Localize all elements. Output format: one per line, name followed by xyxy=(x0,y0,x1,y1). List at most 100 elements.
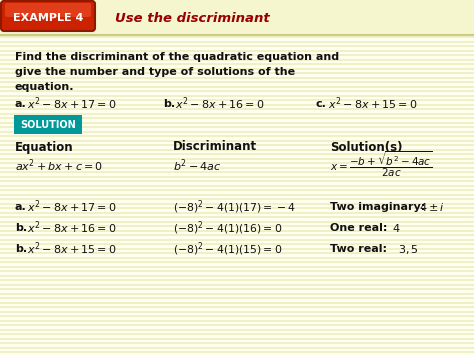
Bar xyxy=(0,135,474,137)
Bar xyxy=(0,297,474,299)
Text: EXAMPLE 4: EXAMPLE 4 xyxy=(13,13,83,23)
Bar xyxy=(0,266,474,268)
Bar xyxy=(0,257,474,259)
Bar xyxy=(0,346,474,349)
Text: c.: c. xyxy=(316,99,327,109)
Text: Find the discriminant of the quadratic equation and: Find the discriminant of the quadratic e… xyxy=(15,52,339,62)
Bar xyxy=(0,189,474,191)
Bar xyxy=(0,225,474,227)
Bar xyxy=(0,207,474,209)
Text: Two real:: Two real: xyxy=(330,244,387,254)
Text: give the number and type of solutions of the: give the number and type of solutions of… xyxy=(15,67,295,77)
Bar xyxy=(0,229,474,232)
Bar xyxy=(0,140,474,142)
Bar xyxy=(0,274,474,277)
Text: $4$: $4$ xyxy=(392,222,401,234)
Bar xyxy=(0,234,474,236)
Bar xyxy=(0,0,474,35)
Text: $x^2 - 8x + 15 = 0$: $x^2 - 8x + 15 = 0$ xyxy=(27,241,117,257)
Bar xyxy=(0,175,474,178)
Text: $x = \dfrac{-b + \sqrt{b^2 - 4ac}}{2ac}$: $x = \dfrac{-b + \sqrt{b^2 - 4ac}}{2ac}$ xyxy=(330,149,433,179)
Bar xyxy=(0,113,474,115)
Text: $3,5$: $3,5$ xyxy=(398,242,419,256)
Text: Solution(s): Solution(s) xyxy=(330,141,402,153)
Bar xyxy=(0,126,474,128)
Bar xyxy=(0,311,474,313)
Bar xyxy=(0,338,474,340)
Bar xyxy=(0,212,474,214)
Bar xyxy=(0,104,474,106)
Bar xyxy=(0,22,474,25)
Bar xyxy=(0,54,474,56)
Text: $ax^2 + bx + c = 0$: $ax^2 + bx + c = 0$ xyxy=(15,158,103,174)
Bar xyxy=(0,72,474,74)
Bar xyxy=(0,32,474,34)
Bar xyxy=(0,270,474,272)
Bar xyxy=(0,261,474,263)
Bar xyxy=(0,279,474,281)
Bar xyxy=(0,198,474,200)
Bar xyxy=(0,180,474,182)
Text: $x^2 - 8x + 16 = 0$: $x^2 - 8x + 16 = 0$ xyxy=(27,220,117,236)
Bar xyxy=(0,158,474,160)
Text: $x^2 - 8x + 16 = 0$: $x^2 - 8x + 16 = 0$ xyxy=(175,96,264,112)
Text: Discriminant: Discriminant xyxy=(173,141,257,153)
Bar xyxy=(0,315,474,317)
Text: a.: a. xyxy=(15,202,27,212)
Bar xyxy=(0,40,474,43)
Text: $(-8)^2 - 4(1)(16) = 0$: $(-8)^2 - 4(1)(16) = 0$ xyxy=(173,219,283,237)
Text: Use the discriminant: Use the discriminant xyxy=(115,11,270,24)
Bar xyxy=(0,324,474,326)
Text: Equation: Equation xyxy=(15,141,73,153)
Text: $x^2 - 8x + 17 = 0$: $x^2 - 8x + 17 = 0$ xyxy=(27,199,117,215)
Bar xyxy=(0,193,474,196)
Bar xyxy=(0,76,474,79)
Bar xyxy=(0,45,474,47)
Bar xyxy=(0,153,474,155)
Text: Two imaginary:: Two imaginary: xyxy=(330,202,425,212)
Text: $(-8)^2 - 4(1)(15) = 0$: $(-8)^2 - 4(1)(15) = 0$ xyxy=(173,240,283,258)
Bar xyxy=(0,202,474,205)
Bar xyxy=(0,63,474,65)
Bar xyxy=(0,86,474,88)
Text: $x^2 - 8x + 15 = 0$: $x^2 - 8x + 15 = 0$ xyxy=(328,96,418,112)
Bar xyxy=(0,90,474,92)
Bar xyxy=(0,27,474,29)
Bar xyxy=(0,49,474,52)
Bar xyxy=(0,117,474,119)
Text: b.: b. xyxy=(163,99,175,109)
Bar xyxy=(0,301,474,304)
Bar xyxy=(0,94,474,97)
Bar xyxy=(0,333,474,335)
Bar xyxy=(0,243,474,245)
Bar xyxy=(0,36,474,38)
Bar xyxy=(0,284,474,286)
Bar xyxy=(0,320,474,322)
Bar xyxy=(0,13,474,16)
Bar xyxy=(0,252,474,254)
Bar xyxy=(0,216,474,218)
Bar xyxy=(0,18,474,20)
FancyBboxPatch shape xyxy=(14,115,82,134)
Text: One real:: One real: xyxy=(330,223,387,233)
Bar xyxy=(0,67,474,70)
Bar xyxy=(0,306,474,308)
Bar xyxy=(0,185,474,187)
Text: $(-8)^2 - 4(1)(17) = -4$: $(-8)^2 - 4(1)(17) = -4$ xyxy=(173,198,296,216)
Bar xyxy=(0,131,474,133)
Bar xyxy=(0,220,474,223)
Text: a.: a. xyxy=(15,99,27,109)
Bar xyxy=(0,148,474,151)
Bar xyxy=(0,144,474,146)
Bar xyxy=(0,328,474,331)
Text: SOLUTION: SOLUTION xyxy=(20,120,76,130)
Bar xyxy=(0,108,474,110)
FancyBboxPatch shape xyxy=(1,1,95,31)
FancyBboxPatch shape xyxy=(5,3,91,17)
Bar xyxy=(0,342,474,344)
Bar xyxy=(0,351,474,353)
Bar xyxy=(0,99,474,101)
Text: $x^2 - 8x + 17 = 0$: $x^2 - 8x + 17 = 0$ xyxy=(27,96,117,112)
Bar xyxy=(0,288,474,290)
Bar xyxy=(0,171,474,173)
